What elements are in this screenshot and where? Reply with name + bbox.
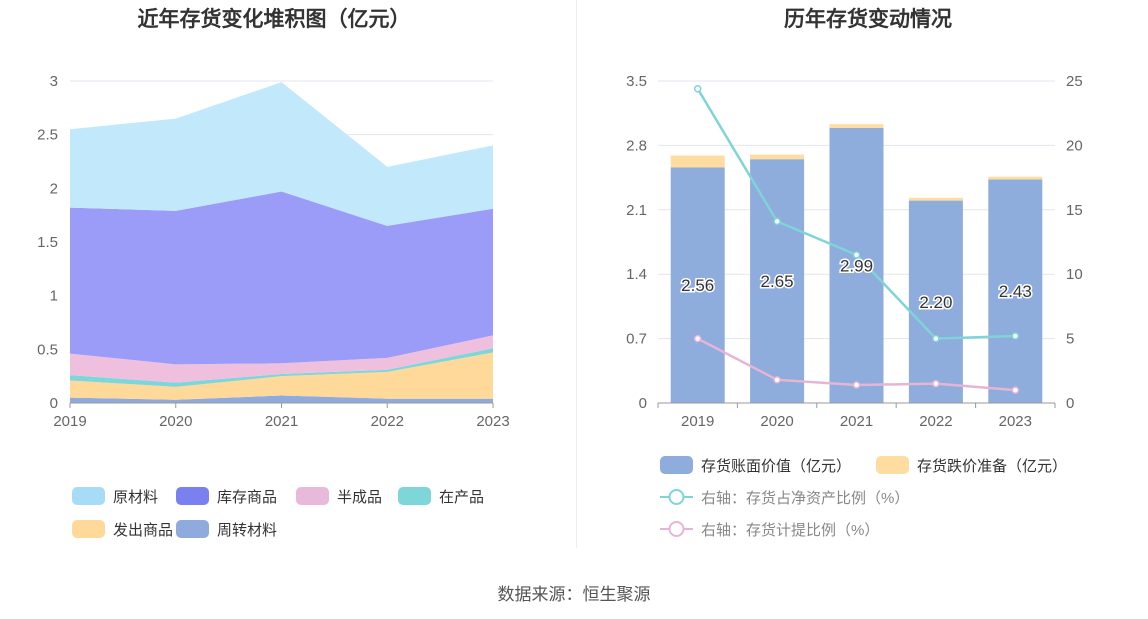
- line-point-右轴：存货占净资产比例（%）: [773, 217, 781, 226]
- line-point-右轴：存货计提比例（%）: [932, 379, 940, 388]
- right-y-tick-label: 3.5: [626, 73, 647, 90]
- bar-存货账面价值（亿元）-2021: [829, 127, 884, 404]
- right-y2-tick-label: 0: [1066, 395, 1074, 412]
- bar-value-label: 2.65: [761, 272, 794, 291]
- bar-value-label: 2.20: [919, 293, 952, 312]
- left-y-tick-label: 0: [50, 395, 58, 412]
- right-legend-marker: [668, 521, 685, 537]
- right-x-tick-label: 2023: [999, 413, 1032, 430]
- chart-canvas: 近年存货变化堆积图（亿元） 0 0.5 1 1.5 2 2.5 3 2019 2020 2021 20…: [37, 7, 1083, 539]
- right-y-tick-label: 2.8: [626, 137, 647, 154]
- area-库存商品: [70, 191, 493, 365]
- bar-存货跌价准备（亿元）-2023: [988, 176, 1043, 180]
- left-y-tick-label: 3: [50, 73, 58, 90]
- right-legend-swatch: [660, 456, 693, 474]
- right-legend-label: 右轴：存货计提比例（%）: [701, 522, 879, 539]
- bar-value-label: 2.56: [681, 276, 714, 295]
- left-y-tick-label: 2: [50, 180, 58, 197]
- line-point-右轴：存货计提比例（%）: [852, 381, 861, 389]
- panel-divider: [576, 0, 577, 548]
- right-x-tick-label: 2021: [840, 413, 873, 430]
- left-chart-title: 近年存货变化堆积图（亿元）: [138, 7, 411, 31]
- right-y-tick-label: 0.7: [626, 331, 647, 348]
- bar-存货账面价值（亿元）-2023: [988, 179, 1043, 403]
- bar-存货跌价准备（亿元）-2021: [829, 124, 884, 128]
- left-legend-label: 在产品: [439, 489, 484, 506]
- left-legend-swatch: [72, 487, 105, 505]
- left-legend-swatch: [176, 487, 209, 505]
- line-point-右轴：存货占净资产比例（%）: [852, 251, 861, 259]
- right-y-tick-label: 2.1: [626, 202, 647, 219]
- bar-value-label: 2.43: [999, 282, 1032, 301]
- area-在产品: [70, 348, 493, 387]
- area-周转材料: [70, 395, 493, 403]
- right-chart-title: 历年存货变动情况: [784, 7, 952, 31]
- right-y2-tick-label: 10: [1066, 266, 1083, 283]
- right-x-tick-label: 2019: [681, 413, 714, 430]
- left-legend-label: 周转材料: [217, 522, 277, 539]
- area-原材料: [70, 82, 493, 226]
- right-legend-swatch: [876, 456, 909, 474]
- bar-存货跌价准备（亿元）-2020: [750, 154, 805, 160]
- bar-存货账面价值（亿元）-2019: [670, 167, 725, 403]
- left-legend-label: 原材料: [113, 489, 158, 506]
- left-y-tick-label: 2.5: [37, 127, 58, 144]
- bar-存货账面价值（亿元）-2022: [908, 200, 963, 403]
- right-y-tick-label: 0: [639, 395, 647, 412]
- left-x-tick-label: 2019: [53, 413, 86, 430]
- bar-存货跌价准备（亿元）-2022: [908, 197, 963, 201]
- left-y-tick-label: 0.5: [37, 341, 58, 358]
- left-legend-swatch: [176, 520, 209, 538]
- right-y2-tick-label: 15: [1066, 202, 1083, 219]
- right-x-tick-label: 2020: [760, 413, 793, 430]
- left-x-tick-label: 2022: [371, 413, 404, 430]
- right-y2-tick-label: 5: [1066, 331, 1074, 348]
- right-legend-marker: [668, 489, 685, 505]
- left-legend-swatch: [296, 487, 329, 505]
- left-y-tick-label: 1.5: [37, 234, 58, 251]
- line-point-右轴：存货占净资产比例（%）: [1011, 332, 1020, 340]
- left-x-tick-label: 2023: [476, 413, 509, 430]
- area-发出商品: [70, 352, 493, 400]
- left-x-tick-label: 2021: [265, 413, 298, 430]
- area-半成品: [70, 335, 493, 383]
- bar-存货账面价值（亿元）-2020: [750, 159, 805, 403]
- right-y2-tick-label: 20: [1066, 137, 1083, 154]
- line-point-右轴：存货计提比例（%）: [1011, 386, 1020, 394]
- left-legend-label: 半成品: [337, 489, 382, 506]
- right-y2-tick-label: 25: [1066, 73, 1083, 90]
- line-point-右轴：存货占净资产比例（%）: [932, 334, 940, 343]
- bar-存货跌价准备（亿元）-2019: [670, 155, 725, 168]
- right-legend-label: 存货跌价准备（亿元）: [917, 458, 1067, 475]
- line-point-右轴：存货占净资产比例（%）: [693, 84, 702, 93]
- left-legend-swatch: [398, 487, 431, 505]
- line-point-右轴：存货计提比例（%）: [693, 334, 702, 343]
- right-legend-label: 右轴：存货占净资产比例（%）: [701, 490, 909, 507]
- left-legend-label: 发出商品: [113, 522, 173, 539]
- right-legend-label: 存货账面价值（亿元）: [701, 458, 851, 475]
- right-y-tick-label: 1.4: [626, 266, 647, 283]
- source-label: 数据来源：恒生聚源: [497, 585, 651, 604]
- right-x-tick-label: 2022: [919, 413, 952, 430]
- left-x-tick-label: 2020: [159, 413, 192, 430]
- bar-value-label: 2.99: [840, 256, 873, 275]
- left-y-tick-label: 1: [50, 288, 58, 305]
- line-point-右轴：存货计提比例（%）: [773, 376, 781, 384]
- left-legend-swatch: [72, 520, 105, 538]
- left-legend-label: 库存商品: [217, 489, 277, 506]
